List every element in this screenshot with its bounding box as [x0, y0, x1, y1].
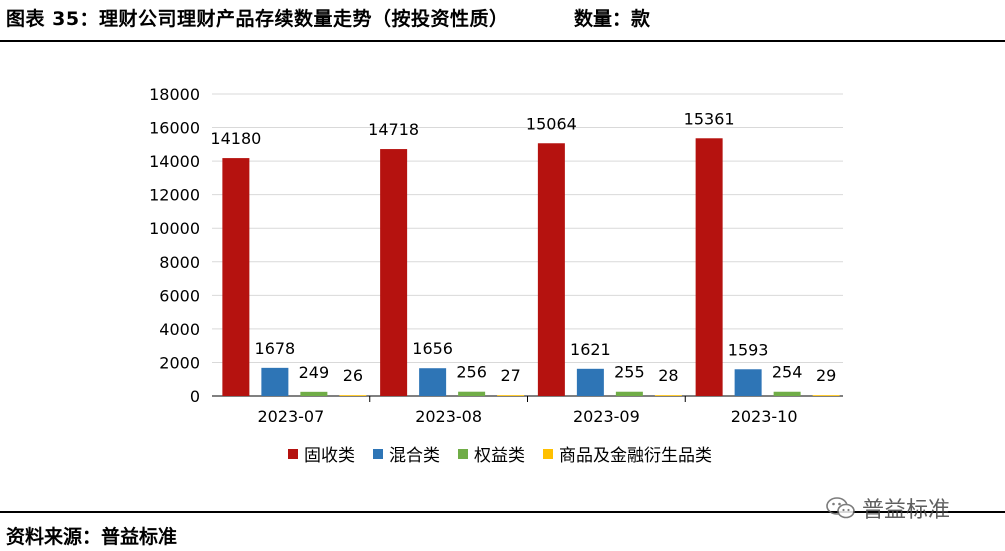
bar: [380, 149, 408, 396]
data-label: 29: [816, 366, 836, 385]
data-label: 27: [500, 366, 520, 385]
bar: [773, 391, 801, 396]
data-label: 1593: [728, 340, 769, 359]
legend-label: 商品及金融衍生品类: [559, 446, 712, 466]
legend-item: 权益类: [458, 441, 525, 466]
y-tick-label: 10000: [149, 219, 200, 238]
data-label: 26: [343, 366, 363, 385]
legend-swatch: [373, 448, 383, 459]
wechat-icon: [826, 497, 855, 519]
data-label: 249: [299, 363, 330, 382]
bar: [261, 367, 289, 396]
y-tick-label: 0: [190, 387, 200, 406]
x-tick-label: 2023-07: [257, 407, 324, 426]
bar-chart: 0 2000 4000 6000 8000 10000 12000 14000 16000 180…: [149, 85, 843, 426]
bar: [419, 368, 447, 396]
y-tick-label: 8000: [159, 253, 200, 272]
bar: [615, 391, 643, 396]
unit-label: 数量：款: [574, 8, 651, 30]
bar: [300, 391, 328, 396]
y-tick-label: 14000: [149, 152, 200, 171]
bar: [497, 395, 525, 396]
bar: [576, 368, 604, 396]
legend-swatch: [458, 448, 468, 459]
chart-title: 图表 35：理财公司理财产品存续数量走势（按投资性质）: [6, 8, 509, 30]
data-label: 255: [614, 363, 645, 382]
y-tick-label: 16000: [149, 119, 200, 138]
watermark: 普益标准: [826, 492, 950, 524]
bar: [339, 395, 367, 396]
watermark-text: 普益标准: [862, 498, 951, 523]
x-tick-label: 2023-09: [573, 407, 640, 426]
legend-item: 固收类: [288, 441, 355, 466]
bar: [695, 138, 723, 396]
chart-legend: 固收类 混合类 权益类 商品及金融衍生品类: [288, 441, 712, 466]
y-tick-label: 18000: [149, 85, 200, 104]
bar: [654, 395, 682, 396]
bar: [537, 143, 565, 396]
legend-item: 商品及金融衍生品类: [543, 441, 712, 466]
data-label: 28: [658, 366, 678, 385]
x-tick-label: 2023-10: [731, 407, 798, 426]
y-tick-label: 6000: [159, 286, 200, 305]
data-label: 1621: [570, 340, 611, 359]
data-label: 256: [456, 363, 487, 382]
top-rule: [0, 40, 1005, 42]
bar: [812, 395, 840, 396]
data-label: 14180: [210, 129, 261, 148]
data-label: 1678: [255, 339, 296, 358]
bar: [734, 369, 762, 396]
legend-label: 权益类: [474, 446, 525, 466]
legend-item: 混合类: [373, 441, 440, 466]
bar: [222, 158, 250, 396]
y-tick-label: 4000: [159, 320, 200, 339]
legend-label: 混合类: [389, 446, 440, 466]
data-label: 14718: [368, 120, 419, 139]
y-tick-label: 12000: [149, 186, 200, 205]
legend-swatch: [288, 448, 298, 459]
data-label: 254: [772, 363, 803, 382]
data-label: 15064: [526, 114, 577, 133]
bar: [458, 391, 486, 396]
x-tick-label: 2023-08: [415, 407, 482, 426]
bottom-rule: [0, 511, 1005, 513]
legend-label: 固收类: [304, 446, 355, 466]
source-note: 资料来源：普益标准: [6, 526, 178, 548]
data-label: 1656: [412, 339, 453, 358]
y-tick-label: 2000: [159, 353, 200, 372]
data-label: 15361: [684, 109, 735, 128]
legend-swatch: [543, 448, 553, 459]
